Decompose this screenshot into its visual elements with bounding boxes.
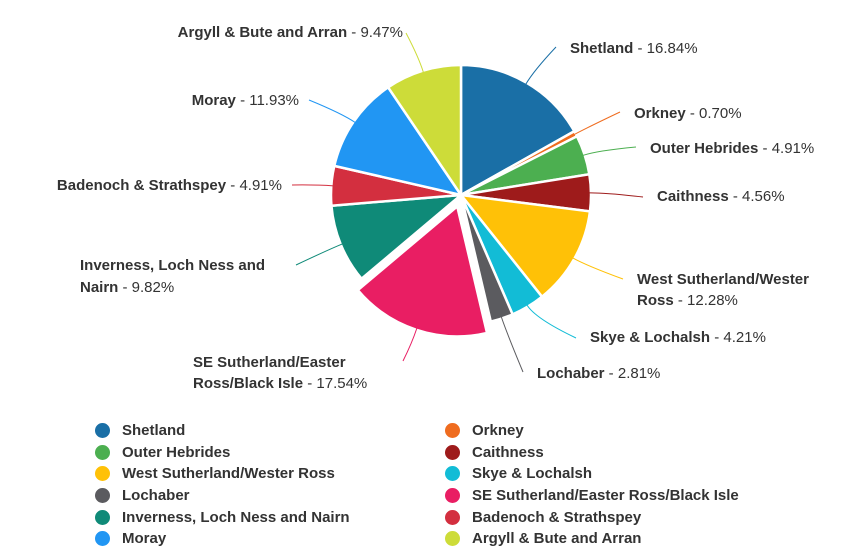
label-connector <box>572 257 624 280</box>
label-connector <box>573 111 621 136</box>
legend-label: Caithness <box>472 443 544 461</box>
label-connector <box>525 46 557 85</box>
legend-marker-icon <box>445 531 460 547</box>
legend-item[interactable]: SE Sutherland/Easter Ross/Black Isle <box>445 485 795 507</box>
legend-label: Inverness, Loch Ness and Nairn <box>122 508 350 526</box>
legend-label: Lochaber <box>122 487 190 505</box>
legend-item[interactable]: Inverness, Loch Ness and Nairn <box>95 506 445 528</box>
legend-label: Argyll & Bute and Arran <box>472 530 642 548</box>
legend-item[interactable]: Skye & Lochalsh <box>445 463 795 485</box>
legend-label: Moray <box>122 530 167 548</box>
legend-label: Badenoch & Strathspey <box>472 508 642 526</box>
label-connectors <box>291 32 644 373</box>
data-label: Orkney - 0.70% <box>634 105 742 122</box>
data-label: Inverness, Loch Ness and Nairn - 9.82% <box>80 257 265 296</box>
legend-item[interactable]: Shetland <box>95 420 445 442</box>
legend-label: Shetland <box>122 422 186 440</box>
legend-label: Outer Hebrides <box>122 443 231 461</box>
legend-marker-icon <box>95 509 110 525</box>
data-label: Skye & Lochalsh - 4.21% <box>590 329 766 346</box>
data-label: Caithness - 4.56% <box>657 188 785 205</box>
legend-marker-icon <box>95 531 110 547</box>
data-label: Lochaber - 2.81% <box>537 365 660 382</box>
data-label: Argyll & Bute and Arran - 9.47% <box>178 24 403 41</box>
data-label: Shetland - 16.84% <box>570 40 698 57</box>
data-label: Moray - 11.93% <box>192 92 299 109</box>
legend-label: SE Sutherland/Easter Ross/Black Isle <box>472 487 739 505</box>
legend-item[interactable]: Outer Hebrides <box>95 442 445 464</box>
pie-chart: Shetland - 16.84% Orkney - 0.70% Outer Heb… <box>57 24 814 392</box>
legend-marker-icon <box>445 444 460 460</box>
data-label: Outer Hebrides - 4.91% <box>650 140 814 157</box>
pie-slices <box>329 63 593 338</box>
data-labels: Shetland - 16.84% Orkney - 0.70% Outer Heb… <box>57 24 814 392</box>
label-connector <box>582 146 637 156</box>
legend-marker-icon <box>95 444 110 460</box>
legend-label: Skye & Lochalsh <box>472 465 593 483</box>
legend-marker-icon <box>95 423 110 439</box>
legend-item[interactable]: West Sutherland/Wester Ross <box>95 463 445 485</box>
legend-label: West Sutherland/Wester Ross <box>122 465 335 483</box>
legend-marker-icon <box>445 509 460 525</box>
label-connector <box>526 304 577 339</box>
label-connector <box>295 243 343 266</box>
legend-item[interactable]: Badenoch & Strathspey <box>445 506 795 528</box>
legend-marker-icon <box>445 466 460 482</box>
legend-marker-icon <box>95 466 110 482</box>
legend-item[interactable]: Caithness <box>445 442 795 464</box>
legend-item[interactable]: Lochaber <box>95 485 445 507</box>
legend: Shetland Orkney Outer Hebrides Caithness Wes… <box>95 420 815 550</box>
legend-item[interactable]: Argyll & Bute and Arran <box>445 528 795 550</box>
legend-marker-icon <box>445 423 460 439</box>
legend-item[interactable]: Orkney <box>445 420 795 442</box>
label-connector <box>291 184 334 187</box>
label-connector <box>588 192 644 198</box>
legend-label: Orkney <box>472 422 524 440</box>
legend-marker-icon <box>445 488 460 504</box>
legend-item[interactable]: Moray <box>95 528 445 550</box>
data-label: West Sutherland/Wester Ross - 12.28% <box>637 271 809 309</box>
label-connector <box>308 99 356 124</box>
data-label: SE Sutherland/Easter Ross/Black Isle - 17… <box>193 354 367 392</box>
label-connector <box>405 32 424 73</box>
label-connector <box>402 327 418 362</box>
legend-marker-icon <box>95 488 110 504</box>
label-connector <box>500 316 524 373</box>
data-label: Badenoch & Strathspey - 4.91% <box>57 177 282 194</box>
